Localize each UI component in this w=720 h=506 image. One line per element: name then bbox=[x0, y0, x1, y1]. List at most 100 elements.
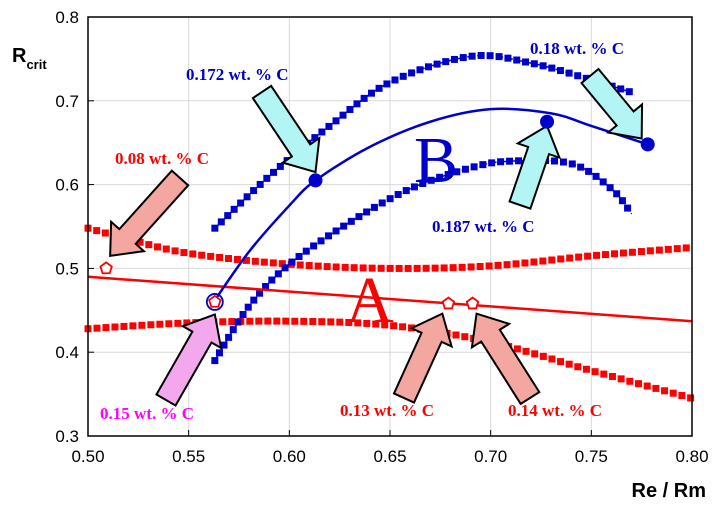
blue-upper-band-square bbox=[353, 100, 361, 108]
red-lower-band-square bbox=[354, 319, 362, 327]
red-upper-band-square bbox=[422, 264, 430, 272]
red-upper-band-square bbox=[93, 227, 101, 235]
blue-lower-band-square bbox=[274, 270, 282, 278]
annotation-0187: 0.187 wt. % C bbox=[432, 217, 534, 236]
red-upper-band-square bbox=[566, 254, 574, 262]
y-axis-label-main: R bbox=[12, 45, 27, 67]
red-lower-band-square bbox=[574, 363, 582, 371]
red-lower-band-square bbox=[669, 389, 677, 397]
red-upper-band-square bbox=[458, 263, 466, 271]
red-upper-band-square bbox=[557, 255, 565, 263]
blue-upper-band-square bbox=[360, 94, 368, 102]
red-lower-band-square bbox=[345, 318, 353, 326]
red-upper-band-square bbox=[530, 258, 538, 266]
red-lower-band-square bbox=[548, 355, 556, 363]
red-upper-band-square bbox=[305, 262, 313, 270]
red-lower-band-square bbox=[582, 365, 590, 373]
red-lower-band-square bbox=[399, 323, 407, 331]
blue-point bbox=[308, 173, 323, 188]
red-upper-band-square bbox=[395, 264, 403, 272]
blue-lower-band-square bbox=[599, 178, 607, 186]
red-upper-band-square bbox=[593, 251, 601, 259]
arrow-018 bbox=[580, 67, 644, 140]
y-tick-label: 0.6 bbox=[55, 176, 79, 195]
red-upper-band-square bbox=[386, 264, 394, 272]
red-lower-band-square bbox=[381, 321, 389, 329]
red-upper-band-square bbox=[413, 264, 421, 272]
red-upper-band-square bbox=[512, 260, 520, 268]
blue-point bbox=[640, 137, 655, 152]
red-upper-band-square bbox=[467, 263, 475, 271]
red-upper-band-square bbox=[503, 261, 511, 269]
red-lower-band-square bbox=[255, 317, 263, 325]
red-lower-band-square bbox=[165, 320, 173, 328]
red-upper-band-square bbox=[162, 245, 170, 253]
red-lower-band-square bbox=[557, 358, 565, 366]
blue-lower-band-square bbox=[347, 217, 355, 225]
red-upper-band-square bbox=[136, 238, 144, 246]
red-lower-band-square bbox=[634, 380, 642, 388]
y-axis-label: Rcrit bbox=[12, 45, 47, 72]
red-lower-band-square bbox=[643, 382, 651, 390]
red-lower-band-square bbox=[246, 317, 254, 325]
red-upper-band-square bbox=[521, 259, 529, 267]
red-upper-band-square bbox=[664, 245, 672, 253]
red-lower-band-square bbox=[273, 317, 281, 325]
red-upper-band-square bbox=[101, 229, 109, 237]
red-lower-band-square bbox=[652, 384, 660, 392]
blue-lower-band-square bbox=[355, 213, 363, 221]
red-open-point bbox=[99, 261, 113, 275]
red-lower-band-square bbox=[661, 387, 669, 395]
blue-lower-band-square bbox=[515, 157, 523, 165]
red-upper-band-square bbox=[145, 241, 153, 249]
x-tick-label: 0.70 bbox=[474, 447, 507, 466]
red-lower-band-square bbox=[138, 321, 146, 329]
red-upper-band-square bbox=[323, 263, 331, 271]
blue-lower-band-square bbox=[606, 184, 614, 192]
blue-lower-band-square bbox=[268, 276, 276, 284]
y-tick-label: 0.7 bbox=[55, 92, 79, 111]
annotation-013: 0.13 wt. % C bbox=[340, 401, 434, 420]
red-upper-band-square bbox=[476, 262, 484, 270]
red-upper-band-square bbox=[682, 244, 690, 252]
y-tick-label: 0.4 bbox=[55, 343, 79, 362]
red-upper-band-square bbox=[646, 247, 654, 255]
red-upper-band-square bbox=[628, 248, 636, 256]
magenta-open-point bbox=[208, 294, 222, 308]
blue-lower-band-square bbox=[281, 264, 289, 272]
blue-lower-band-square bbox=[585, 167, 593, 175]
blue-trend-curve bbox=[209, 107, 649, 307]
x-tick-label: 0.50 bbox=[71, 447, 104, 466]
red-lower-band-square bbox=[183, 319, 191, 327]
annotation-0172: 0.172 wt. % C bbox=[186, 65, 288, 84]
red-upper-band-square bbox=[449, 264, 457, 272]
red-upper-band-square bbox=[440, 264, 448, 272]
blue-lower-band-square bbox=[288, 258, 296, 266]
blue-upper-band-square bbox=[237, 199, 245, 207]
pointer-arrows bbox=[109, 67, 644, 407]
arrow-013 bbox=[392, 312, 454, 404]
blue-point bbox=[540, 114, 555, 129]
red-lower-band-square bbox=[147, 321, 155, 329]
red-lower-band-square bbox=[174, 319, 182, 327]
red-upper-band-square bbox=[269, 259, 277, 267]
blue-upper-band-square bbox=[424, 63, 432, 71]
y-tick-label: 0.3 bbox=[55, 427, 79, 446]
red-lower-band-square bbox=[591, 368, 599, 376]
red-lower-band-square bbox=[309, 318, 317, 326]
y-tick-label: 0.8 bbox=[55, 8, 79, 27]
red-lower-band-square bbox=[678, 392, 686, 400]
red-lower-band-square bbox=[513, 345, 521, 353]
blue-upper-band-square bbox=[625, 88, 633, 96]
red-upper-band-square bbox=[602, 251, 610, 259]
red-upper-band-square bbox=[260, 258, 268, 266]
data-markers bbox=[99, 114, 655, 311]
blue-upper-band-square bbox=[617, 85, 625, 93]
red-upper-band-square bbox=[189, 250, 197, 258]
tick-labels: 0.50 0.55 0.60 0.65 0.70 0.75 0.80 0.3 0.4 0.5 0.6… bbox=[55, 8, 708, 466]
blue-lower-band-square bbox=[229, 326, 237, 334]
red-lower-band-square bbox=[608, 372, 616, 380]
blue-lower-band-square bbox=[419, 179, 427, 187]
annotation-008: 0.08 wt. % C bbox=[115, 149, 209, 168]
blue-lower-band-square bbox=[215, 349, 223, 357]
